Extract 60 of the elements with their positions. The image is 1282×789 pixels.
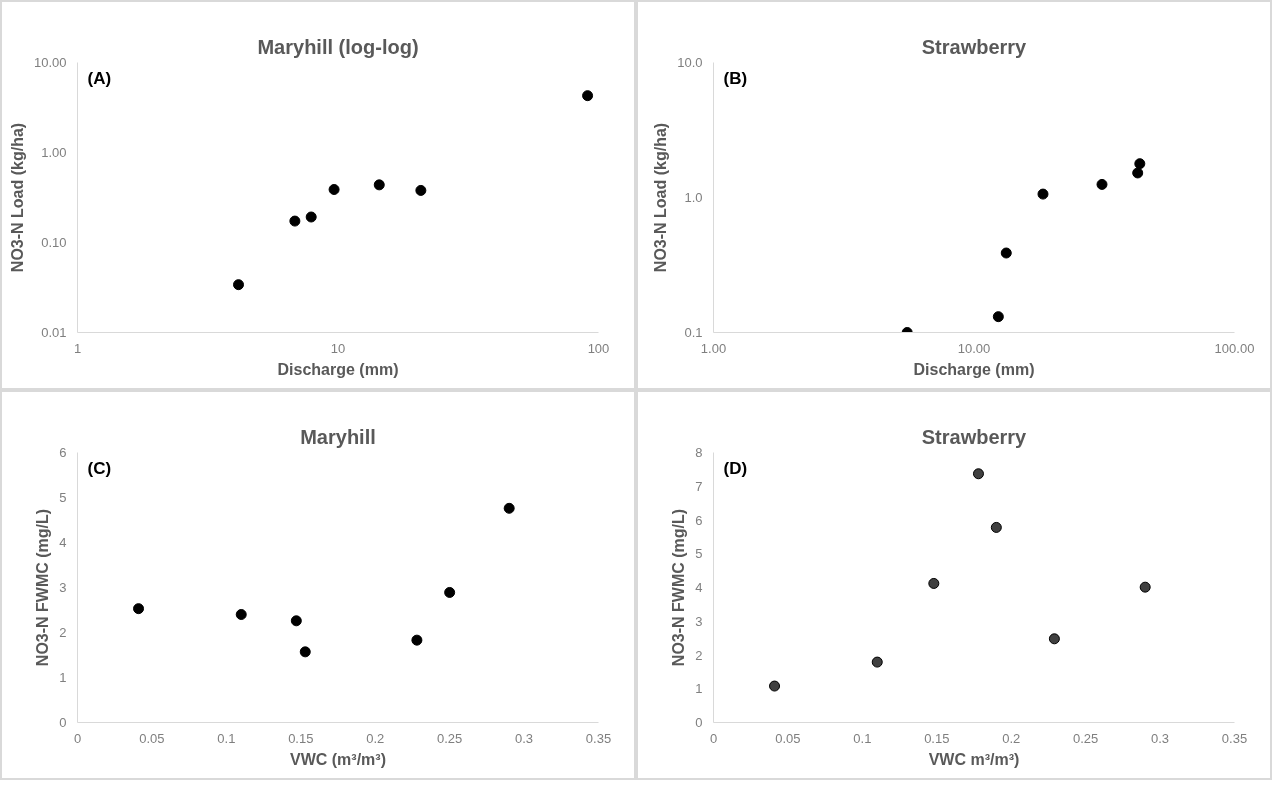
x-tick-label: 0.15 xyxy=(924,730,950,746)
y-tick-label: 10.00 xyxy=(33,55,67,70)
y-tick-label: 4 xyxy=(59,535,67,550)
y-tick-label: 8 xyxy=(695,445,703,460)
x-tick-label: 0.25 xyxy=(436,730,463,746)
x-tick-label: 0.05 xyxy=(139,730,165,746)
x-tick-label: 0 xyxy=(709,730,718,746)
y-tick-label: 4 xyxy=(695,580,703,595)
x-tick-label: 0 xyxy=(73,730,82,746)
x-tick-label: 0.2 xyxy=(366,730,385,746)
x-axis-title: Discharge (mm) xyxy=(913,360,1035,378)
y-tick-label: 5 xyxy=(59,490,67,505)
y-tick-label: 0 xyxy=(59,715,67,730)
x-tick-label: 100.00 xyxy=(1214,340,1255,356)
y-tick-label: 3 xyxy=(695,613,703,629)
x-tick-label: 0.35 xyxy=(1221,730,1248,746)
chart-title: Maryhill (log-log) xyxy=(257,35,419,58)
annotation: (A) xyxy=(87,68,112,88)
y-tick-label: 1.00 xyxy=(41,145,67,160)
y-tick-label: 3 xyxy=(59,580,67,595)
y-axis-title: NO3-N FWMC (mg/L) xyxy=(34,508,52,667)
y-tick-label: 6 xyxy=(59,445,67,460)
x-axis-title: VWC m³/m³) xyxy=(928,750,1020,768)
chart-title: Maryhill xyxy=(300,425,376,448)
x-tick-label: 0.2 xyxy=(1002,730,1021,746)
x-tick-label: 0.3 xyxy=(515,730,534,746)
x-tick-label: 0.25 xyxy=(1072,730,1099,746)
y-tick-label: 5 xyxy=(695,546,703,562)
x-tick-label: 10 xyxy=(330,340,346,356)
y-tick-label: 10.0 xyxy=(677,55,703,70)
y-tick-label: 0.01 xyxy=(41,325,67,340)
y-tick-label: 0.1 xyxy=(684,325,703,340)
x-tick-label: 0.3 xyxy=(1151,730,1170,746)
y-tick-label: 6 xyxy=(695,512,703,528)
y-tick-label: 2 xyxy=(59,625,67,640)
annotation: (C) xyxy=(87,458,112,478)
x-tick-label: 100 xyxy=(587,340,610,356)
x-axis-title: VWC (m³/m³) xyxy=(290,750,386,768)
y-tick-label: 1.0 xyxy=(684,190,703,205)
annotation: (D) xyxy=(723,458,748,478)
y-tick-label: 0.10 xyxy=(41,235,67,250)
y-tick-label: 1 xyxy=(59,670,67,685)
y-tick-label: 7 xyxy=(695,478,703,494)
annotation: (B) xyxy=(723,68,748,88)
x-tick-label: 0.35 xyxy=(585,730,612,746)
x-tick-label: 10.00 xyxy=(957,340,991,356)
y-axis-title: NO3-N Load (kg/ha) xyxy=(652,122,670,273)
y-axis-title: NO3-N Load (kg/ha) xyxy=(8,122,26,273)
y-axis-title: NO3-N FWMC (mg/L) xyxy=(670,508,688,667)
chart-title: Strawberry xyxy=(921,35,1028,58)
x-tick-label: 0.15 xyxy=(288,730,314,746)
y-tick-label: 0 xyxy=(695,715,703,730)
x-axis-title: Discharge (mm) xyxy=(277,360,399,378)
chart-title: Strawberry xyxy=(921,425,1028,448)
x-tick-label: 0.1 xyxy=(217,730,236,746)
x-tick-label: 0.1 xyxy=(853,730,872,746)
y-tick-label: 1 xyxy=(695,681,703,697)
y-tick-label: 2 xyxy=(695,647,703,663)
x-tick-label: 1 xyxy=(73,340,82,356)
x-tick-label: 0.05 xyxy=(775,730,801,746)
